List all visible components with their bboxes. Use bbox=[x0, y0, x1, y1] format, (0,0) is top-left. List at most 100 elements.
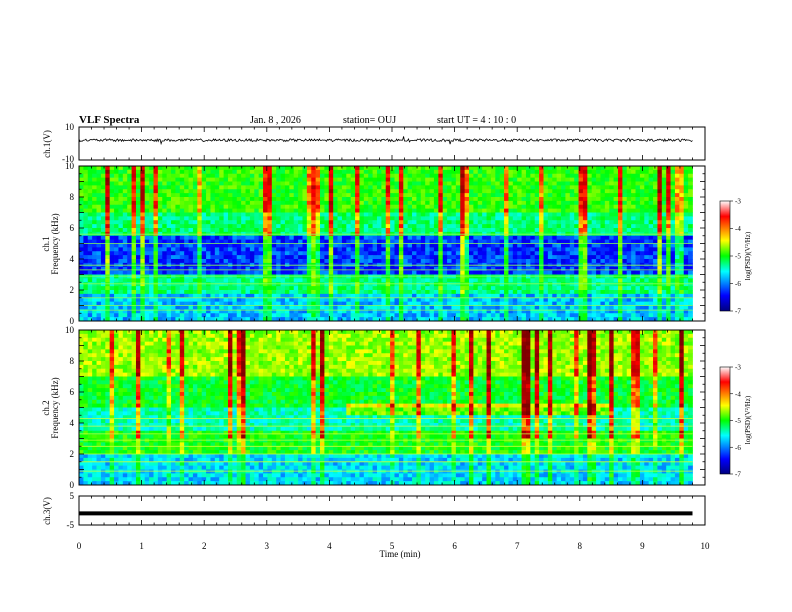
spectrogram-cell bbox=[429, 173, 435, 179]
spectrogram-cell bbox=[114, 177, 119, 182]
spectrogram-cell bbox=[394, 270, 400, 275]
spectrogram-cell bbox=[341, 169, 347, 175]
spectrogram-cell bbox=[600, 274, 606, 279]
spectrogram-cell bbox=[447, 185, 452, 190]
spectrogram-cell bbox=[109, 259, 115, 264]
spectrogram-cell bbox=[473, 255, 479, 260]
spectrogram-cell bbox=[289, 251, 295, 256]
spectrogram-cell bbox=[477, 185, 483, 190]
spectrogram-cell bbox=[403, 293, 409, 299]
spectrogram-cell bbox=[486, 212, 492, 217]
spectrogram-cell bbox=[337, 220, 343, 225]
spectrogram-cell bbox=[679, 181, 685, 186]
spectrogram-cell bbox=[591, 270, 597, 275]
spectrogram-cell bbox=[596, 274, 601, 279]
spectrogram-cell bbox=[293, 200, 299, 206]
spectrogram-cell bbox=[333, 181, 338, 186]
spectrogram-cell bbox=[122, 224, 128, 229]
spectrogram-cell bbox=[179, 274, 185, 279]
spectrogram-cell bbox=[214, 251, 220, 256]
spectrogram-cell bbox=[499, 220, 505, 225]
spectrogram-cell bbox=[534, 274, 540, 279]
spectrogram-cell bbox=[688, 266, 693, 272]
spectrogram-cell bbox=[333, 173, 338, 179]
spectrogram-cell bbox=[92, 297, 97, 303]
spectrogram-cell bbox=[486, 185, 492, 190]
spectrogram-cell bbox=[530, 266, 536, 272]
spectrogram-cell bbox=[254, 177, 260, 182]
spectrogram-cell bbox=[473, 185, 479, 190]
spectrogram-cell bbox=[236, 251, 242, 256]
spectrogram-cell bbox=[674, 200, 680, 206]
spectrogram-cell bbox=[508, 243, 514, 248]
spectrogram-cell bbox=[118, 193, 124, 198]
spectrogram-cell bbox=[263, 181, 268, 186]
spectrogram-cell bbox=[153, 274, 159, 279]
spectrogram-cell bbox=[569, 197, 575, 202]
spectrogram-cell bbox=[245, 255, 251, 260]
spectrogram-cell bbox=[565, 297, 571, 303]
spectrogram-cell bbox=[381, 169, 387, 175]
spectrogram-cell bbox=[464, 200, 470, 206]
spectrogram-cell bbox=[263, 216, 268, 221]
spectrogram-cell bbox=[683, 274, 689, 279]
spectrogram-cell bbox=[219, 301, 224, 306]
spectrogram-cell bbox=[521, 239, 527, 244]
spectrogram-cell bbox=[166, 235, 172, 241]
spectrogram-cell bbox=[648, 208, 654, 213]
spectrogram-cell bbox=[258, 204, 264, 210]
spectrogram-cell bbox=[442, 169, 448, 175]
spectrogram-cell bbox=[298, 266, 303, 272]
spectrogram-cell bbox=[109, 197, 115, 202]
spectrogram-cell bbox=[197, 247, 203, 252]
spectrogram-cell bbox=[346, 220, 352, 225]
spectrogram-cell bbox=[100, 270, 106, 275]
spectrogram-cell bbox=[644, 181, 650, 186]
spectrogram-cell bbox=[653, 278, 658, 283]
spectrogram-cell bbox=[276, 169, 281, 175]
spectrogram-cell bbox=[306, 286, 312, 291]
spectrogram-cell bbox=[355, 193, 360, 198]
spectrogram-cell bbox=[267, 185, 273, 190]
spectrogram-cell bbox=[412, 189, 417, 194]
spectrogram-cell bbox=[407, 266, 413, 272]
spectrogram-cell bbox=[604, 243, 610, 248]
spectrogram-cell bbox=[131, 235, 137, 241]
spectrogram-cell bbox=[267, 228, 273, 233]
spectrogram-cell bbox=[569, 243, 575, 248]
spectrogram-cell bbox=[258, 208, 264, 213]
spectrogram-cell bbox=[333, 297, 338, 303]
spectrogram-cell bbox=[122, 255, 128, 260]
spectrogram-cell bbox=[381, 266, 387, 272]
spectrogram-cell bbox=[341, 197, 347, 202]
spectrogram-cell bbox=[385, 212, 391, 217]
spectrogram-cell bbox=[337, 255, 343, 260]
spectrogram-cell bbox=[495, 212, 501, 217]
spectrogram-cell bbox=[223, 239, 229, 244]
spectrogram-cell bbox=[249, 286, 255, 291]
spectrogram-cell bbox=[412, 216, 417, 221]
spectrogram-cell bbox=[438, 278, 444, 283]
spectrogram-cell bbox=[144, 243, 150, 248]
spectrogram-cell bbox=[355, 197, 360, 202]
spectrogram-cell bbox=[324, 220, 330, 225]
spectrogram-cell bbox=[214, 197, 220, 202]
spectrogram-cell bbox=[574, 286, 579, 291]
spectrogram-cell bbox=[149, 200, 154, 206]
spectrogram-cell bbox=[639, 270, 645, 275]
spectrogram-cell bbox=[328, 200, 334, 206]
spectrogram-cell bbox=[508, 282, 514, 287]
spectrogram-cell bbox=[105, 270, 111, 275]
spectrogram-cell bbox=[210, 301, 216, 306]
spectrogram-cell bbox=[565, 166, 571, 171]
spectrogram-cell bbox=[214, 266, 220, 272]
spectrogram-cell bbox=[236, 173, 242, 179]
spectrogram-cell bbox=[263, 208, 268, 213]
spectrogram-cell bbox=[539, 228, 544, 233]
spectrogram-cell bbox=[398, 286, 404, 291]
spectrogram-cell bbox=[622, 166, 628, 171]
spectrogram-cell bbox=[197, 208, 203, 213]
spectrogram-cell bbox=[416, 177, 422, 182]
spectrogram-cell bbox=[666, 243, 671, 248]
spectrogram-cell bbox=[157, 189, 163, 194]
